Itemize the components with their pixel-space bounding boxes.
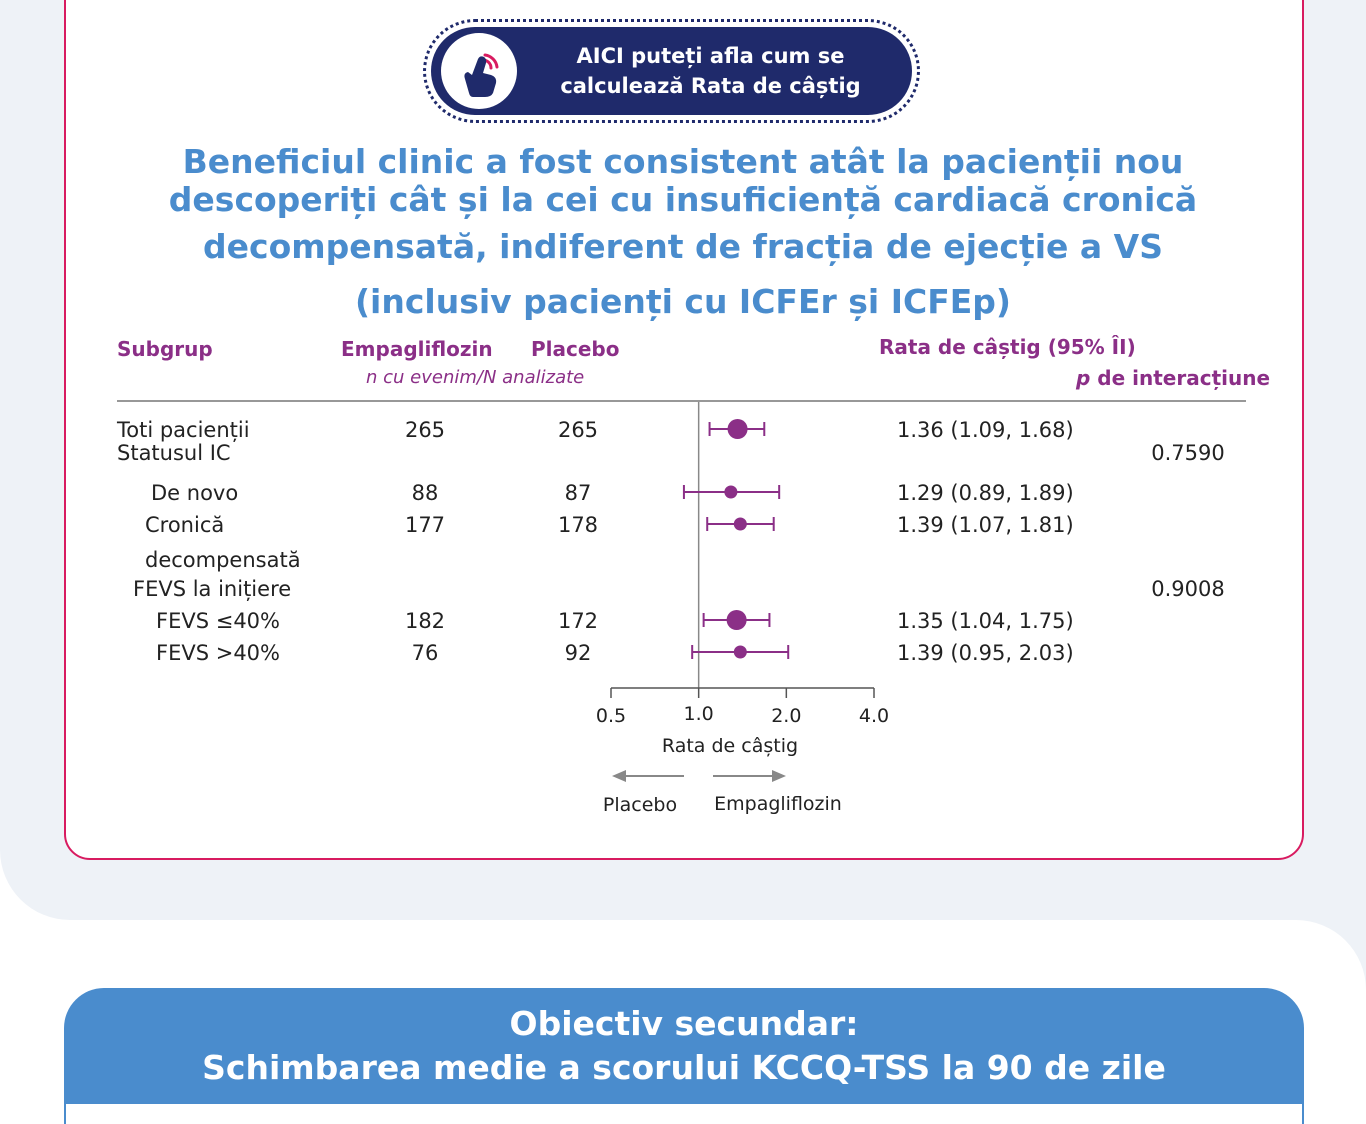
header-subgroup: Subgrup [117,337,213,361]
favors-placebo-label: Placebo [603,794,677,816]
point-estimate [733,645,747,659]
secondary-content-area [66,1104,1302,1124]
favors-empagliflozin-arrow-icon [772,770,786,782]
headline-line-2: descoperiți cât și la cei cu insuficienț… [168,180,1198,219]
favors-placebo-arrow-icon [612,770,626,782]
headline-line-4: (inclusiv pacienți cu ICFEr și ICFEp) [354,282,1012,321]
point-estimate [733,517,747,531]
row-label: Statusul IC [117,441,231,465]
empagliflozin-count: 182 [405,609,445,633]
win-ratio-value: 1.36 (1.09, 1.68) [897,418,1074,442]
point-estimate [726,610,747,630]
empagliflozin-count: 177 [405,513,445,537]
win-ratio-value: 1.29 (0.89, 1.89) [897,481,1074,505]
secondary-title-line-1: Obiectiv secundar: [509,1004,859,1043]
header-placebo: Placebo [531,337,620,361]
placebo-count: 92 [565,641,592,665]
win-ratio-info-button[interactable]: AICI puteți afla cum se calculează Rata … [423,19,920,123]
secondary-endpoint-panel: Obiectiv secundar: Schimbarea medie a sc… [64,988,1304,1124]
cta-line-1: AICI puteți afla cum se [576,44,845,68]
x-tick-label: 0.5 [596,705,626,727]
forest-plot: Subgrup Empagliflozin Placebo n cu evenim/N… [116,335,1270,816]
p-interaction-value: 0.7590 [1151,441,1224,465]
placebo-count: 87 [565,481,592,505]
row-label: FEVS la inițiere [133,577,291,601]
forest-plot-card [64,0,1304,860]
hand-pointer-icon [441,33,517,109]
x-tick-label: 4.0 [859,705,889,727]
row-label: Toti pacienții [116,418,250,442]
header-counts-note: n cu evenim/N analizate [366,367,584,388]
win-ratio-value: 1.39 (1.07, 1.81) [897,513,1074,537]
favors-empagliflozin-label: Empagliflozin [714,793,842,815]
x-tick-label: 1.0 [684,703,714,725]
point-estimate [724,485,738,499]
placebo-count: 172 [558,609,598,633]
header-p-interaction: p de interacțiune [1075,366,1270,390]
row-label: FEVS >40% [156,641,280,665]
secondary-title-line-2: Schimbarea medie a scorului KCCQ-TSS la … [202,1048,1166,1087]
empagliflozin-count: 265 [405,418,445,442]
x-tick-label: 2.0 [771,705,801,727]
headline-line-3: decompensată, indiferent de fracția de e… [203,227,1163,266]
placebo-count: 178 [558,513,598,537]
header-empagliflozin: Empagliflozin [341,337,493,361]
point-estimate [727,419,748,439]
win-ratio-value: 1.35 (1.04, 1.75) [897,609,1074,633]
placebo-count: 265 [558,418,598,442]
row-label: FEVS ≤40% [156,609,280,633]
row-label: Cronică [145,513,224,537]
p-interaction-value: 0.9008 [1151,577,1224,601]
row-label: De novo [151,481,238,505]
x-axis-label: Rata de câștig [662,735,798,757]
win-ratio-value: 1.39 (0.95, 2.03) [897,641,1074,665]
empagliflozin-count: 88 [412,481,439,505]
row-label: decompensată [145,548,301,572]
empagliflozin-count: 76 [412,641,439,665]
cta-line-2: calculează Rata de câștig [560,74,861,98]
headline-line-1: Beneficiul clinic a fost consistent atât… [182,142,1184,181]
header-win-ratio: Rata de câștig (95% ÎI) [879,335,1136,359]
